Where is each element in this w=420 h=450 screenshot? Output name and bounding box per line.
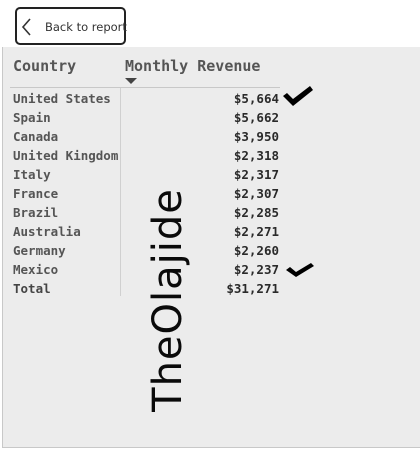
country-cell: France [13,186,59,201]
table-row[interactable]: Canada $3,950 [0,128,420,147]
header-divider [10,87,280,88]
revenue-cell: $2,285 [233,205,279,220]
sort-descending-icon[interactable] [125,78,137,84]
table-row[interactable]: Australia $2,271 [0,223,420,242]
revenue-cell: $2,307 [233,186,279,201]
table-row[interactable]: Spain $5,662 [0,109,420,128]
table-row[interactable]: United Kingdom $2,318 [0,147,420,166]
total-value: $31,271 [226,281,279,296]
watermark-text: TheOlajide [145,188,191,412]
total-label: Total [13,281,51,296]
table-row[interactable]: Mexico $2,237 [0,261,420,280]
country-cell: Australia [13,224,81,239]
revenue-table-body: United States $5,664 Spain $5,662 Canada… [0,90,420,299]
revenue-cell: $2,271 [233,224,279,239]
table-row[interactable]: United States $5,664 [0,90,420,109]
country-cell: Canada [13,129,59,144]
back-to-report-button[interactable]: Back to report [15,7,127,45]
country-cell: United States [13,91,111,106]
back-button-label: Back to report [45,20,127,34]
table-row[interactable]: Italy $2,317 [0,166,420,185]
revenue-cell: $2,237 [233,262,279,277]
column-header-country[interactable]: Country [13,57,77,75]
report-canvas [2,47,420,448]
revenue-cell: $5,664 [233,91,279,106]
report-toolbar: Back to report [0,0,420,47]
country-cell: Spain [13,110,51,125]
country-cell: Italy [13,167,51,182]
table-row[interactable]: Germany $2,260 [0,242,420,261]
total-row: Total $31,271 [0,280,420,299]
country-cell: Germany [13,243,66,258]
table-row[interactable]: France $2,307 [0,185,420,204]
revenue-cell: $3,950 [233,129,279,144]
country-cell: United Kingdom [13,148,119,163]
column-divider [120,88,121,296]
checkmark-icon [283,86,313,106]
revenue-cell: $5,662 [233,110,279,125]
revenue-cell: $2,317 [233,167,279,182]
country-cell: Mexico [13,262,59,277]
revenue-cell: $2,260 [233,243,279,258]
country-cell: Brazil [13,205,59,220]
column-header-monthly-revenue[interactable]: Monthly Revenue [125,57,261,75]
chevron-left-icon [21,18,31,36]
revenue-cell: $2,318 [233,148,279,163]
checkmark-icon [286,263,314,277]
table-row[interactable]: Brazil $2,285 [0,204,420,223]
